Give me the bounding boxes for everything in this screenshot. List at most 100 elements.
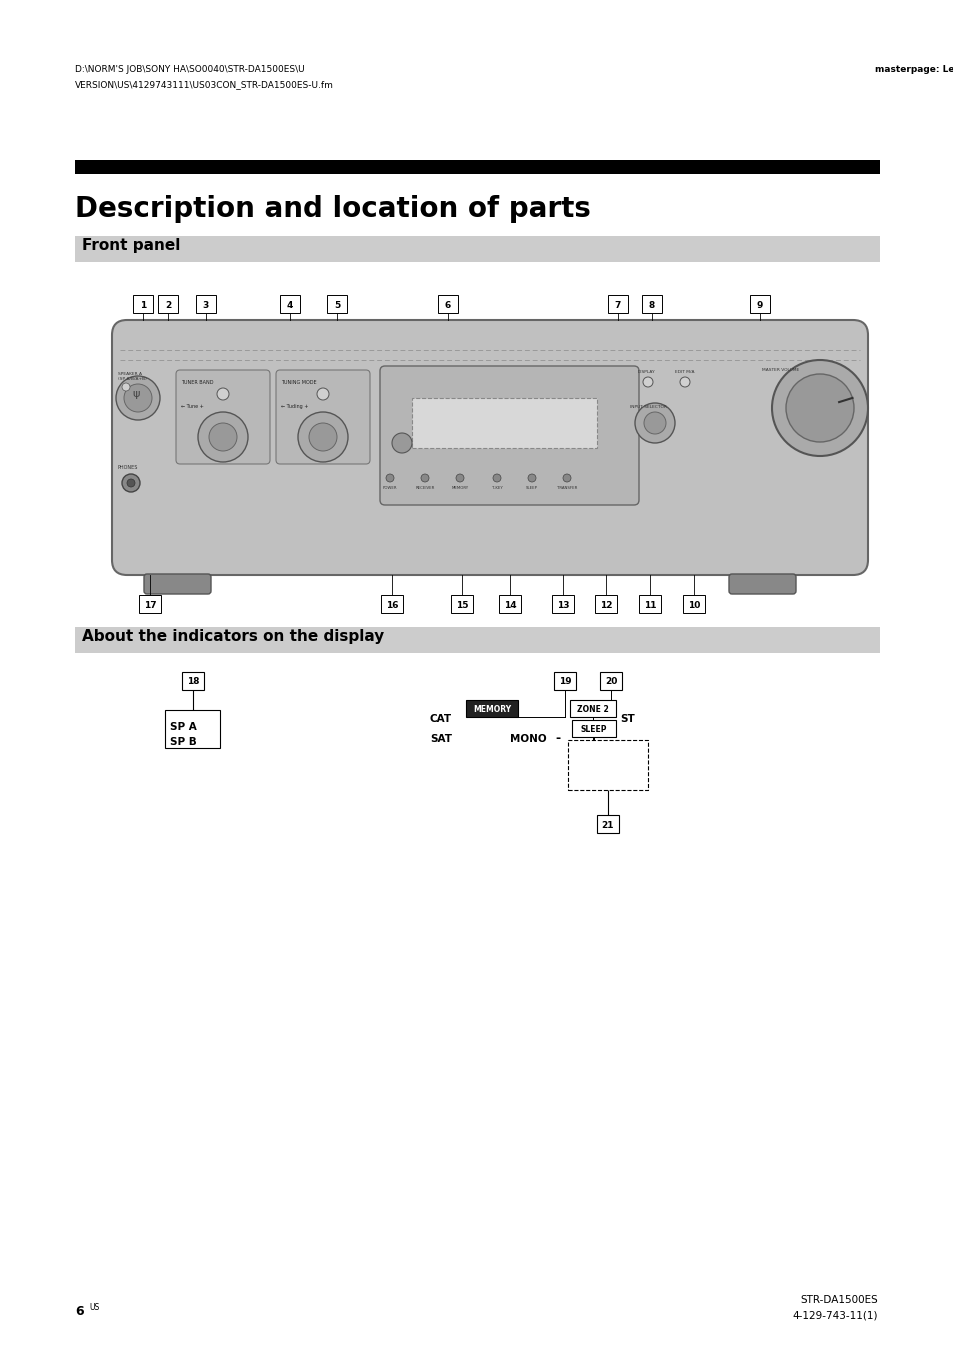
Text: US: US (89, 1303, 99, 1312)
Bar (327, 296, 347, 313)
Circle shape (297, 412, 348, 462)
Bar (437, 296, 457, 313)
FancyBboxPatch shape (379, 366, 639, 505)
Text: 15: 15 (456, 601, 468, 609)
Text: TUNER BAND: TUNER BAND (181, 379, 213, 385)
Bar (595, 595, 617, 613)
Text: D:\NORM'S JOB\SONY HA\SO0040\STR-DA1500ES\U: D:\NORM'S JOB\SONY HA\SO0040\STR-DA1500E… (75, 65, 304, 74)
Circle shape (562, 474, 571, 482)
Text: CAT: CAT (430, 714, 452, 724)
Bar (607, 296, 627, 313)
Text: 21: 21 (601, 821, 614, 829)
Text: ψ: ψ (132, 389, 139, 400)
Text: T-KEY: T-KEY (491, 486, 502, 490)
Bar (280, 296, 299, 313)
Text: EDIT M/A: EDIT M/A (675, 370, 694, 374)
Text: Description and location of parts: Description and location of parts (75, 194, 590, 223)
Bar (465, 701, 517, 717)
Text: 2: 2 (165, 301, 171, 309)
Bar (165, 710, 220, 748)
Text: masterpage: Left: masterpage: Left (874, 65, 953, 74)
Bar (139, 595, 161, 613)
Text: TUNING MODE: TUNING MODE (281, 379, 316, 385)
Circle shape (785, 374, 853, 441)
Circle shape (124, 383, 152, 412)
Circle shape (679, 377, 689, 387)
Bar (195, 296, 215, 313)
Text: 3: 3 (203, 301, 209, 309)
Bar (569, 701, 616, 717)
Bar (132, 296, 152, 313)
Text: 6: 6 (75, 1305, 84, 1318)
Text: SP B: SP B (170, 737, 196, 747)
Bar (567, 740, 647, 790)
Text: 5: 5 (334, 301, 340, 309)
Text: TRANSFER: TRANSFER (557, 486, 577, 490)
FancyBboxPatch shape (175, 370, 270, 464)
Text: 1: 1 (140, 301, 146, 309)
Text: RECEIVER: RECEIVER (415, 486, 435, 490)
Circle shape (771, 360, 867, 456)
Text: 4-129-743-11(1): 4-129-743-11(1) (792, 1310, 877, 1320)
Text: About the indicators on the display: About the indicators on the display (82, 629, 384, 644)
Text: 10: 10 (687, 601, 700, 609)
Text: SPEAKER A
(SP A/B/A+B): SPEAKER A (SP A/B/A+B) (118, 373, 147, 381)
Text: 12: 12 (599, 601, 612, 609)
Circle shape (456, 474, 463, 482)
Text: 13: 13 (557, 601, 569, 609)
Text: 11: 11 (643, 601, 656, 609)
Text: MONO: MONO (510, 734, 546, 744)
Text: ST: ST (619, 714, 634, 724)
Text: ZONE 2: ZONE 2 (577, 705, 608, 714)
Circle shape (122, 383, 130, 392)
Bar (75, 161, 879, 174)
Text: 4: 4 (287, 301, 293, 309)
Bar (572, 720, 616, 737)
Text: 20: 20 (604, 678, 617, 687)
Text: MEMORY: MEMORY (473, 705, 511, 714)
Circle shape (642, 377, 652, 387)
Text: SLEEP: SLEEP (580, 725, 607, 733)
Circle shape (386, 474, 394, 482)
Text: 6: 6 (444, 301, 451, 309)
Bar (639, 595, 660, 613)
Circle shape (316, 387, 329, 400)
Circle shape (216, 387, 229, 400)
Circle shape (309, 423, 336, 451)
FancyBboxPatch shape (144, 574, 211, 594)
Circle shape (392, 433, 412, 454)
Bar (498, 595, 520, 613)
Bar (641, 296, 661, 313)
Text: VERSION\US\4129743111\US03CON_STR-DA1500ES-U.fm: VERSION\US\4129743111\US03CON_STR-DA1500… (75, 80, 334, 89)
Text: MASTER VOLUME: MASTER VOLUME (761, 369, 799, 373)
Circle shape (122, 474, 140, 491)
Text: 19: 19 (558, 678, 571, 687)
Circle shape (209, 423, 236, 451)
Bar (597, 815, 618, 833)
Circle shape (198, 412, 248, 462)
Text: 14: 14 (503, 601, 516, 609)
Bar (182, 672, 204, 690)
Bar (412, 398, 597, 448)
Text: 18: 18 (187, 678, 199, 687)
Text: ← Tune +: ← Tune + (181, 404, 204, 409)
Circle shape (420, 474, 429, 482)
Text: MEMORY: MEMORY (451, 486, 468, 490)
FancyBboxPatch shape (112, 320, 867, 575)
Text: SAT: SAT (430, 734, 452, 744)
Bar (682, 595, 704, 613)
Bar (749, 296, 769, 313)
Text: SLEEP: SLEEP (525, 486, 537, 490)
Text: 7: 7 (614, 301, 620, 309)
Text: 9: 9 (756, 301, 762, 309)
Text: 16: 16 (385, 601, 397, 609)
Circle shape (127, 479, 135, 487)
Text: 8: 8 (648, 301, 655, 309)
Bar (380, 595, 402, 613)
Text: INPUT SELECTOR: INPUT SELECTOR (629, 405, 666, 409)
Circle shape (643, 412, 665, 433)
Bar (158, 296, 178, 313)
Circle shape (116, 377, 160, 420)
Text: PHONES: PHONES (118, 464, 138, 470)
Bar (599, 672, 621, 690)
